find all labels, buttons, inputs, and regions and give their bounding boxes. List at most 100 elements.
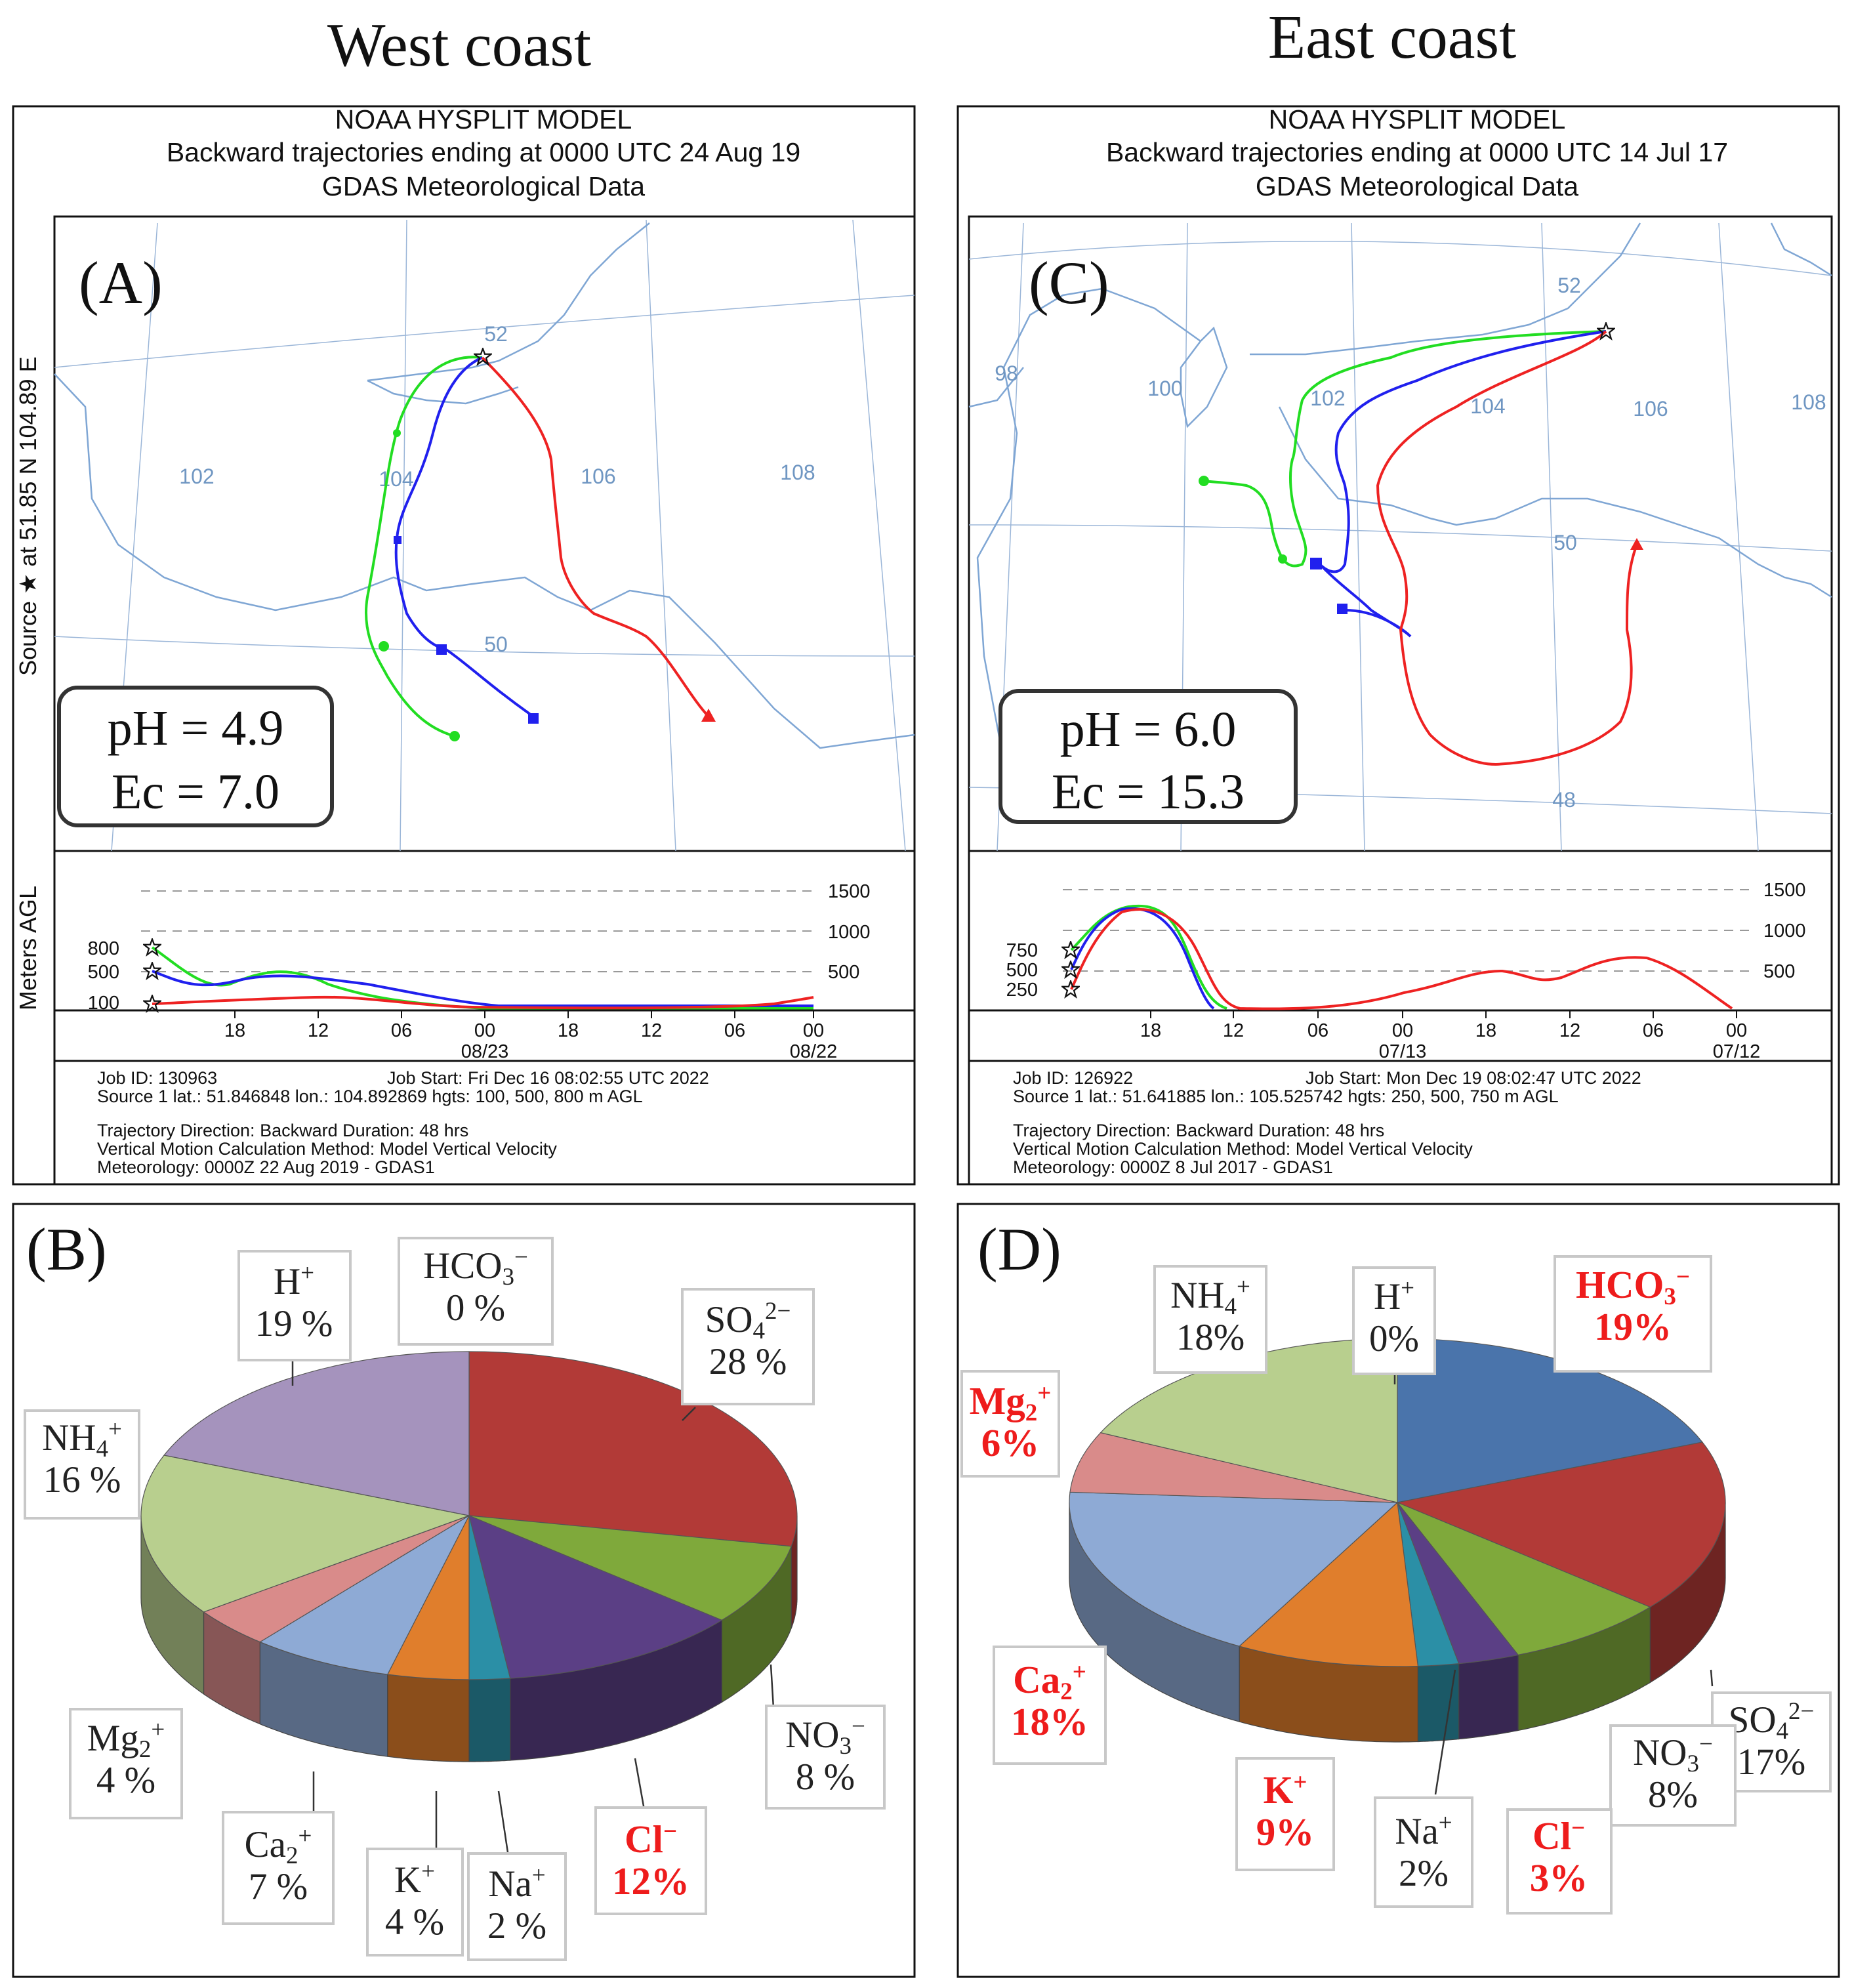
trajectory-line-green: [365, 356, 483, 737]
pie-label-name: NO3−: [785, 1713, 865, 1760]
pie-label-name: H+: [1374, 1275, 1414, 1317]
job-id: Job ID: 126922: [1013, 1068, 1133, 1088]
time-tick: 00: [1392, 1020, 1413, 1041]
grid-label: 52: [484, 322, 508, 346]
job-start: Job Start: Fri Dec 16 08:02:55 UTC 2022: [387, 1068, 709, 1088]
pie-label-pct: 19 %: [255, 1303, 333, 1344]
pie-d-leaders: [1393, 1375, 1714, 1795]
pie-slice: [163, 1351, 470, 1516]
pie-label: K+9%: [1235, 1757, 1335, 1871]
time-tick: 12: [1559, 1020, 1580, 1041]
meters-agl-label: Meters AGL: [14, 886, 41, 1010]
height-tick-left: 500: [1006, 960, 1038, 981]
trajectory-subtitle: Backward trajectories ending at 0000 UTC…: [1106, 137, 1728, 167]
panel-label-c: (C): [1029, 249, 1109, 316]
pie-label-name: Na+: [1395, 1810, 1452, 1852]
pie-slice: [468, 1351, 798, 1547]
pie-label-pct: 19%: [1594, 1305, 1672, 1348]
pie-label-name: Na+: [488, 1862, 545, 1905]
trajectory-subtitle: Backward trajectories ending at 0000 UTC…: [167, 137, 800, 167]
grid-label: 104: [379, 467, 413, 491]
hysplit-panel-a: NOAA HYSPLIT MODEL Backward trajectories…: [12, 104, 916, 1186]
map-coastlines: [54, 222, 915, 749]
time-tick: 18: [224, 1020, 245, 1041]
source-coords: Source 1 lat.: 51.641885 lon.: 105.52574…: [1013, 1087, 1559, 1106]
met-data-label: GDAS Meteorological Data: [322, 171, 645, 201]
pie-label: Mg2+4 %: [69, 1708, 183, 1819]
pie-slice: [1238, 1501, 1419, 1667]
height-tick-left: 750: [1006, 940, 1038, 961]
pie-label-name: H+: [274, 1260, 314, 1302]
height-tick-right: 1500: [1763, 880, 1806, 901]
vertical-motion: Vertical Motion Calculation Method: Mode…: [1013, 1139, 1473, 1159]
pie-slice: [258, 1514, 470, 1675]
pie-label: NH4+16 %: [24, 1409, 140, 1520]
pie-label: HCO3−0 %: [398, 1237, 554, 1346]
height-tick-right: 1000: [828, 922, 871, 943]
pie-slice: [468, 1514, 723, 1679]
grid-label: 102: [179, 465, 214, 488]
height-gridlines: [141, 890, 813, 972]
pie-chart-b: [140, 1351, 798, 1762]
pie-label-name: Cl−: [625, 1817, 677, 1861]
ph-value: pH = 6.0: [1060, 702, 1237, 757]
panel-label-b: (B): [26, 1216, 107, 1283]
time-tick: 18: [1475, 1020, 1496, 1041]
pie-slice: [468, 1515, 792, 1621]
grid-label: 50: [484, 632, 508, 656]
grid-label: 50: [1554, 531, 1577, 554]
date-label: 08/23: [461, 1041, 509, 1062]
pie-label-pct: 7 %: [249, 1866, 308, 1907]
pie-label-name: SO42−: [705, 1298, 791, 1344]
trajectory-line-red: [481, 356, 710, 718]
east-coast-title: East coast: [1268, 3, 1516, 72]
pie-label: Ca2+18%: [993, 1646, 1107, 1765]
trajectory-direction: Trajectory Direction: Backward Duration:…: [1013, 1121, 1384, 1140]
time-tick: 06: [724, 1020, 745, 1041]
pie-label-name: Cl−: [1533, 1814, 1585, 1857]
map-coastlines: [968, 222, 1832, 762]
date-label: 07/13: [1379, 1041, 1427, 1062]
time-tick: 06: [1643, 1020, 1664, 1041]
time-tick: 00: [1726, 1020, 1747, 1041]
grid-label: 104: [1470, 394, 1505, 418]
height-tick-right: 500: [1763, 961, 1795, 982]
grid-label: 102: [1310, 386, 1345, 410]
pie-label: Mg2+6%: [960, 1370, 1060, 1478]
height-tick-right: 500: [828, 962, 859, 983]
pie-label: Na+2 %: [467, 1852, 567, 1961]
trajectories: [1203, 330, 1638, 766]
pie-label: K+4 %: [366, 1848, 464, 1957]
time-tick: 18: [558, 1020, 579, 1041]
height-tick-right: 1500: [828, 881, 871, 902]
model-title: NOAA HYSPLIT MODEL: [335, 104, 632, 135]
pie-label-pct: 2%: [1399, 1853, 1449, 1894]
pie-label-name: Mg2+: [87, 1716, 165, 1763]
trajectories: [365, 356, 710, 737]
pie-label: Cl−12%: [594, 1806, 707, 1915]
pie-label: Ca2+7 %: [222, 1811, 335, 1925]
pie-label: Na+2%: [1374, 1796, 1473, 1908]
ph-ec-box: [57, 686, 334, 827]
trajectory-line-blue: [394, 356, 534, 719]
pie-side: [1458, 1654, 1519, 1740]
map-graticule: [54, 219, 915, 852]
meteorology: Meteorology: 0000Z 8 Jul 2017 - GDAS1: [1013, 1157, 1333, 1177]
pie-label-name: K+: [1264, 1768, 1307, 1812]
pie-label-pct: 9%: [1256, 1810, 1315, 1853]
pie-label-pct: 12%: [612, 1859, 689, 1903]
pie-label-name: Ca2+: [1013, 1658, 1086, 1705]
pie-label: H+0%: [1352, 1266, 1436, 1375]
pie-slice: [1396, 1501, 1651, 1656]
hysplit-panel-c: NOAA HYSPLIT MODEL Backward trajectories…: [957, 104, 1840, 1186]
met-data-label: GDAS Meteorological Data: [1256, 171, 1578, 201]
grid-label: 106: [581, 465, 615, 488]
pie-side: [1417, 1663, 1460, 1743]
grid-label: 106: [1633, 397, 1668, 421]
pie-panel-d: (D) H+0%HCO3−19%SO42−17%NO3−8%Cl−3%Na+2%…: [957, 1203, 1840, 1978]
pie-label-pct: 17%: [1737, 1741, 1805, 1783]
model-title: NOAA HYSPLIT MODEL: [1269, 104, 1566, 135]
pie-label-pct: 4 %: [96, 1760, 155, 1801]
pie-label-name: NO3−: [1633, 1731, 1713, 1777]
